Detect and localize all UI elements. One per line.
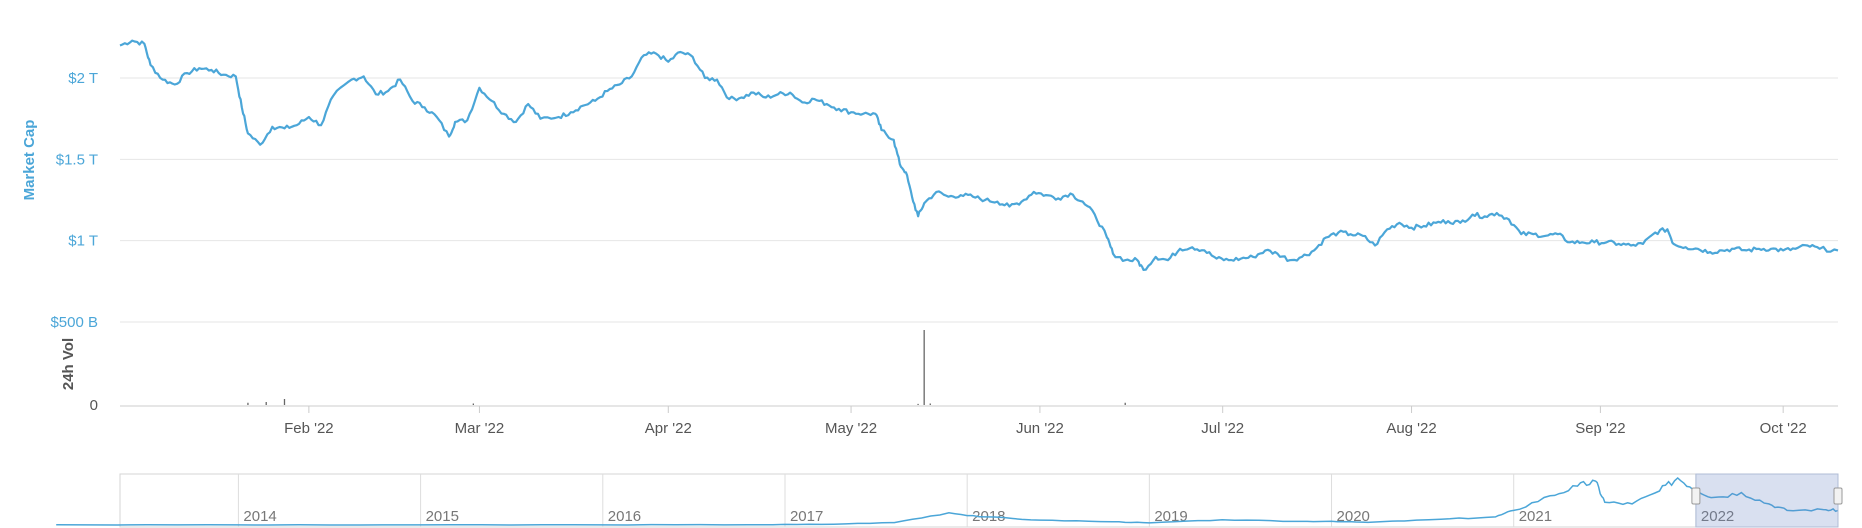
market-cap-series-line[interactable] — [119, 39, 1839, 271]
volume-bars — [247, 330, 1126, 405]
y-tick-label: $2 T — [68, 70, 98, 87]
volume-zero-tick: 0 — [90, 397, 98, 414]
x-tick-label: Jul '22 — [1201, 420, 1244, 437]
navigator-handle-left[interactable] — [1691, 487, 1701, 505]
x-tick-label: Oct '22 — [1760, 420, 1807, 437]
navigator-year-label: 2015 — [426, 508, 459, 525]
x-tick-label: Mar '22 — [455, 420, 505, 437]
x-axis-ticks: Feb '22 Mar '22 Apr '22 May '22 Jun '22 Jul '… — [284, 406, 1807, 437]
y-tick-label: $1.5 T — [56, 151, 98, 168]
y-axis-ticks: $2 T $1.5 T $1 T $500 B — [50, 70, 98, 331]
y-tick-label: $500 B — [50, 314, 98, 331]
navigator-handle-right[interactable] — [1833, 487, 1843, 505]
x-tick-label: Apr '22 — [645, 420, 692, 437]
navigator-year-grid: 201420152016201720182019202020212022 — [237, 474, 1734, 527]
x-tick-label: Aug '22 — [1386, 420, 1436, 437]
x-tick-label: Feb '22 — [284, 420, 334, 437]
y-axis-title-volume: 24h Vol — [60, 338, 77, 390]
grid-lines — [120, 77, 1838, 323]
navigator-year-label: 2016 — [608, 508, 641, 525]
navigator[interactable]: 201420152016201720182019202020212022 — [56, 473, 1843, 528]
navigator-year-label: 2014 — [243, 508, 276, 525]
y-tick-label: $1 T — [68, 233, 98, 250]
navigator-year-label: 2020 — [1337, 508, 1370, 525]
y-axis-title-market-cap: Market Cap — [21, 120, 38, 201]
navigator-series-line — [56, 476, 1839, 526]
navigator-year-label: 2021 — [1519, 508, 1552, 525]
navigator-selected-range[interactable] — [1695, 473, 1839, 528]
navigator-year-label: 2017 — [790, 508, 823, 525]
navigator-year-label: 2022 — [1701, 508, 1734, 525]
x-tick-label: Jun '22 — [1016, 420, 1064, 437]
x-tick-label: Sep '22 — [1575, 420, 1625, 437]
x-tick-label: May '22 — [825, 420, 877, 437]
